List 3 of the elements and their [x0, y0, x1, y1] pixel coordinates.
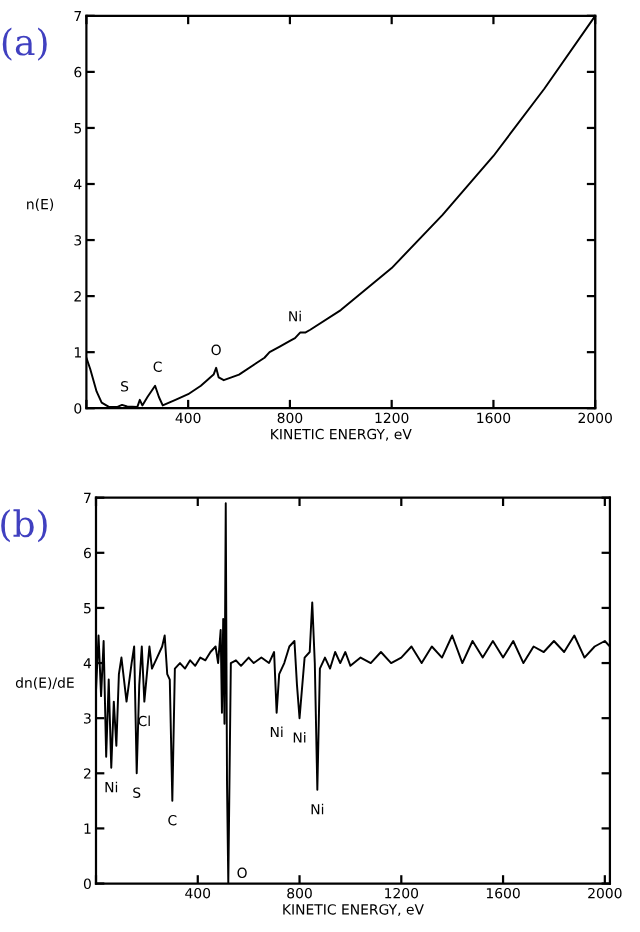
chart-title: (b)	[1, 509, 47, 543]
line-series	[96, 502, 610, 884]
chart-title: (a)	[2, 27, 47, 61]
